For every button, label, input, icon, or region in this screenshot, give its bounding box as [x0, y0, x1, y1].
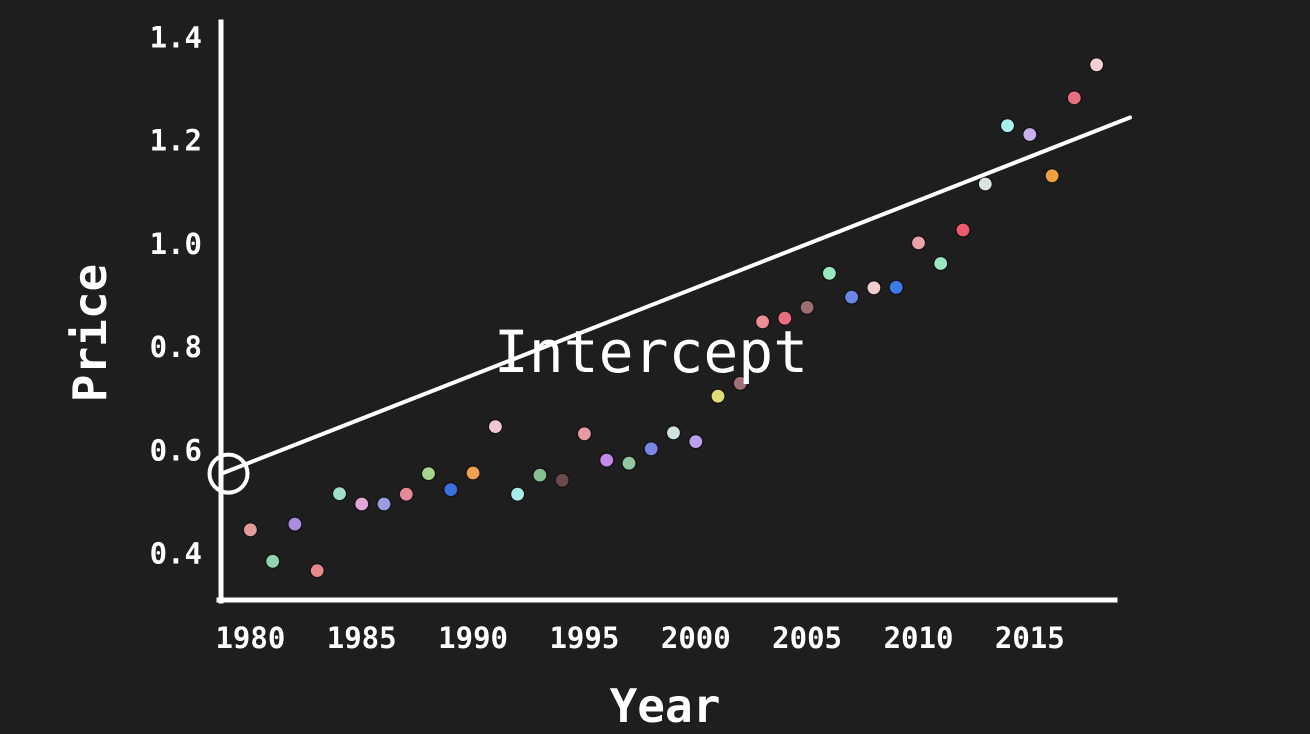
data-point-2015	[1022, 126, 1038, 143]
x-tick-labels: 1980 1985 1990 1995 2000 2005 2010 2015	[215, 621, 1064, 655]
x-tick-label-2015: 2015	[995, 621, 1065, 655]
data-point-1991	[487, 419, 503, 435]
data-point-1998	[643, 441, 659, 457]
data-point-2003	[754, 314, 771, 330]
data-point-2008	[866, 280, 882, 296]
data-point-2000	[688, 434, 704, 450]
x-tick-label-1995: 1995	[549, 621, 619, 655]
data-point-1985	[354, 496, 370, 512]
y-tick-label-0.8: 0.8	[150, 330, 202, 364]
data-point-1980	[242, 522, 258, 538]
data-point-2012	[955, 222, 971, 238]
y-tick-label-0.4: 0.4	[150, 537, 202, 571]
x-tick-label-1990: 1990	[438, 621, 508, 655]
data-point-1982	[287, 516, 303, 532]
data-point-1992	[509, 486, 526, 502]
data-point-1988	[420, 466, 437, 482]
data-point-2017	[1066, 90, 1082, 106]
data-point-1996	[599, 452, 615, 468]
data-point-2011	[933, 255, 949, 272]
data-point-2014	[999, 118, 1016, 134]
y-tick-labels: 0.4 0.6 0.8 1.0 1.2 1.4	[150, 21, 202, 571]
x-tick-label-1985: 1985	[327, 621, 397, 655]
x-tick-label-2000: 2000	[661, 621, 731, 655]
data-point-1993	[532, 467, 548, 483]
data-point-2010	[910, 235, 927, 251]
data-point-1981	[265, 553, 281, 569]
data-point-1986	[376, 496, 392, 512]
data-point-1987	[398, 486, 414, 502]
data-point-1989	[443, 482, 459, 498]
data-points	[242, 57, 1105, 579]
x-axis-label: Year	[610, 679, 721, 733]
data-point-2006	[821, 265, 838, 281]
data-point-1983	[309, 562, 325, 579]
y-tick-label-1.2: 1.2	[150, 124, 202, 158]
data-point-2013	[977, 176, 993, 192]
data-point-2016	[1044, 168, 1060, 184]
data-point-2009	[888, 279, 904, 295]
x-tick-label-1980: 1980	[215, 621, 285, 655]
data-point-1984	[331, 486, 348, 502]
intercept-annotation: Intercept	[494, 318, 808, 386]
data-point-2002	[732, 375, 748, 391]
data-point-2005	[799, 299, 815, 315]
x-tick-label-2010: 2010	[884, 621, 954, 655]
y-axis-label: Price	[63, 264, 117, 402]
data-point-2018	[1088, 57, 1105, 73]
data-point-1997	[621, 455, 637, 471]
intercept-marker	[207, 452, 250, 495]
y-tick-label-1.0: 1.0	[150, 227, 202, 261]
data-point-1990	[465, 465, 481, 481]
x-tick-label-2005: 2005	[772, 621, 842, 655]
data-point-2001	[710, 388, 726, 404]
data-point-1995	[576, 426, 593, 442]
data-point-2007	[843, 289, 860, 305]
regression-line	[219, 115, 1132, 476]
data-point-1999	[665, 425, 682, 441]
y-tick-label-0.6: 0.6	[150, 433, 202, 467]
data-point-2004	[777, 310, 793, 326]
data-point-1994	[554, 472, 570, 488]
y-tick-label-1.4: 1.4	[150, 21, 202, 55]
